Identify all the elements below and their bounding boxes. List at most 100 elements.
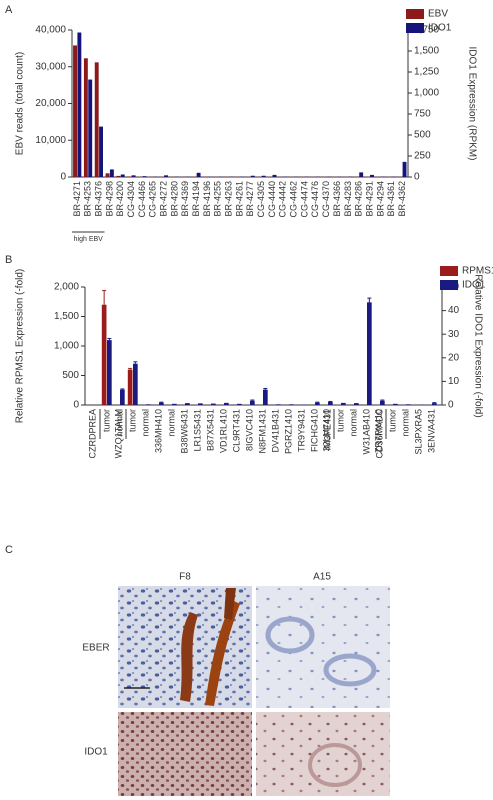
bar — [146, 404, 151, 405]
x-tick-label: BR-4366 — [332, 181, 342, 217]
row-label: IDO1 — [84, 747, 108, 758]
y-tick-label: 0 — [60, 172, 66, 183]
y2-tick-label: 500 — [414, 130, 431, 141]
y-axis-title: EBV reads (total count) — [15, 52, 26, 155]
panel-label: B — [5, 254, 12, 266]
annotation: high EBV — [74, 236, 104, 243]
legend-label: RPMS1 — [462, 266, 493, 277]
x-tick-label: normal — [140, 409, 150, 437]
x-tick-label: BR-4261 — [234, 181, 244, 217]
stain — [224, 588, 236, 620]
x-tick-label: BR-4286 — [354, 181, 364, 217]
x-tick-label: BR-4271 — [72, 181, 82, 217]
bar — [88, 79, 93, 177]
bar — [109, 169, 114, 177]
bar — [341, 402, 346, 405]
bar — [359, 172, 364, 177]
micrograph — [118, 712, 252, 796]
x-tick-label: B38W6431 — [179, 409, 189, 454]
x-tick-label: CG-4474 — [299, 181, 309, 218]
bar — [289, 404, 294, 405]
bar — [198, 403, 203, 405]
x-tick-label: normal — [114, 409, 124, 437]
bar — [120, 174, 125, 177]
bar — [406, 404, 411, 405]
legend-swatch — [440, 280, 458, 290]
micrographs: F8 A15 EBER IDO1 — [82, 572, 390, 796]
x-tick-label: TR9Y9431 — [296, 409, 306, 452]
x-tick-label: tumor — [127, 409, 137, 432]
panel-label: A — [5, 4, 13, 16]
bar — [159, 402, 164, 405]
x-tick-label: BR-4196 — [202, 181, 212, 217]
bar — [354, 403, 359, 405]
x-tick-label: normal — [348, 409, 358, 437]
bar — [116, 175, 121, 177]
x-tick-label: BR-4194 — [191, 181, 201, 217]
gland — [308, 743, 362, 787]
x-tick-label: LR1S5431 — [192, 409, 202, 452]
x-tick-label: BR-4361 — [386, 181, 396, 217]
bar — [211, 403, 216, 405]
stain — [205, 600, 240, 706]
bar — [276, 404, 281, 405]
bar — [432, 403, 437, 405]
group-label: 32LM7410 — [321, 409, 331, 452]
x-tick-label: 3ENVA431 — [426, 409, 436, 453]
bar — [250, 175, 255, 177]
bar — [120, 389, 125, 405]
group-label: WZQ1TALM — [113, 409, 123, 458]
bar — [105, 173, 110, 177]
bar — [402, 161, 407, 177]
bar — [73, 45, 77, 178]
bar — [172, 403, 177, 405]
y-tick-label: 1,000 — [54, 341, 79, 352]
bar — [380, 400, 385, 405]
x-tick-label: DV41B431 — [270, 409, 280, 453]
legend-label: IDO1 — [428, 23, 452, 34]
bar — [83, 58, 88, 177]
x-tick-label: CL9RT431 — [231, 409, 241, 452]
y2-tick-label: 20 — [448, 352, 460, 363]
x-tick-label: BR-4362 — [397, 181, 407, 217]
row-label: EBER — [82, 643, 109, 654]
y2-tick-label: 10 — [448, 376, 460, 387]
x-tick-label: N8FM1431 — [257, 409, 267, 454]
x-tick-label: BR-4277 — [245, 181, 255, 217]
legend-swatch — [440, 266, 458, 276]
bar — [77, 32, 82, 177]
y2-tick-label: 0 — [414, 172, 420, 183]
bar — [272, 174, 277, 177]
y-tick-label: 30,000 — [35, 61, 66, 72]
x-tick-label: CG-4440 — [267, 181, 277, 218]
x-tick-label: tumor — [101, 409, 111, 432]
bar — [99, 126, 103, 177]
x-tick-label: B87X5431 — [205, 409, 215, 451]
bar — [196, 172, 201, 177]
y2-tick-label: 750 — [414, 109, 431, 120]
x-tick-label: BR-4280 — [169, 181, 179, 217]
x-tick-label: CG-4476 — [310, 181, 320, 218]
x-tick-label: normal — [400, 409, 410, 437]
legend-swatch — [406, 9, 424, 19]
group-label: CZRDPREA — [87, 409, 97, 459]
x-tick-label: BR-4376 — [93, 181, 103, 217]
column-label: F8 — [179, 572, 191, 583]
y2-tick-label: 1,250 — [414, 67, 439, 78]
x-tick-label: PGRZ1410 — [283, 409, 293, 454]
legend-label: IDO1 — [462, 280, 486, 291]
y2-tick-label: 0 — [448, 400, 454, 411]
x-tick-label: CG-4304 — [126, 181, 136, 218]
x-tick-label: BR-4272 — [159, 181, 169, 217]
x-tick-label: BR-4294 — [375, 181, 385, 217]
x-tick-label: FICHG410 — [309, 409, 319, 452]
y-tick-label: 20,000 — [35, 98, 66, 109]
x-tick-label: 336MH410 — [153, 409, 163, 453]
x-tick-label: CG-4466 — [137, 181, 147, 218]
bar — [94, 62, 99, 178]
x-tick-label: CG-4442 — [278, 181, 288, 218]
legend-label: EBV — [428, 9, 448, 20]
bar — [393, 403, 398, 405]
y2-axis-title: Relative IDO1 Expression (-fold) — [472, 274, 483, 417]
bar — [261, 175, 266, 177]
